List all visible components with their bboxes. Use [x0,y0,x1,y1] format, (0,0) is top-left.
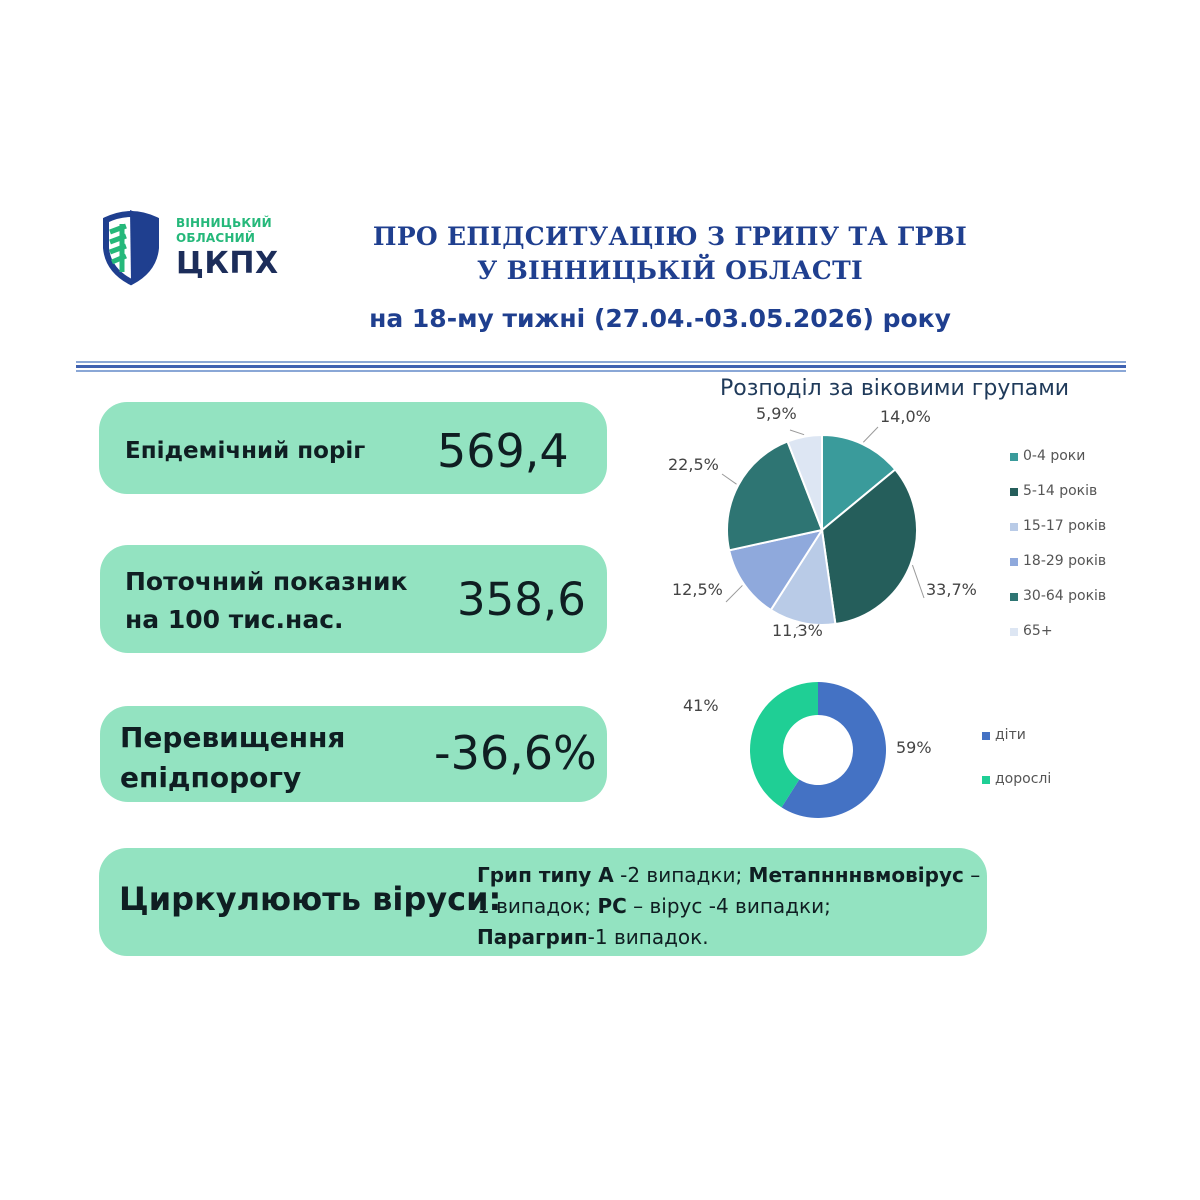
age-pie-legend-swatch-5 [1010,628,1018,636]
current-rate-card: Поточний показник на 100 тис.нас. 358,6 [100,545,607,653]
logo-line-2: ОБЛАСНИЙ [176,231,256,245]
donut-legend-item-0: діти [995,727,1026,743]
age-pie-legend-swatch-0 [1010,453,1018,461]
age-pie-legend-item-1: 5-14 років [1023,483,1098,499]
donut-label-0: 59% [896,738,932,757]
title-line-2: У ВІННИЦЬКІЙ ОБЛАСТІ [476,256,864,285]
virus-metapneumo-count: – 1 випадок; [477,863,981,918]
age-pie-label-0: 14,0% [880,407,931,426]
header-divider [76,361,1126,373]
age-pie-label-1: 33,7% [926,580,977,599]
virus-flu-a-name: Грип типу А [477,863,614,887]
age-pie-slice-3 [728,528,825,612]
current-rate-value: 358,6 [457,573,586,626]
threshold-value: 569,4 [437,424,569,478]
logo-line-1: ВІННИЦЬКИЙ [176,216,272,230]
age-pie-leader-3 [725,585,743,603]
age-pie-label-5: 5,9% [756,404,797,423]
excess-label: Перевищення епідпорогу [120,718,345,798]
virus-flu-a-count: -2 випадки; [613,863,749,887]
virus-rs-name: РС [597,894,627,918]
age-pie-legend-item-3: 18-29 років [1023,553,1107,569]
age-pie-legend-swatch-3 [1010,558,1018,566]
excess-label-line-1: Перевищення [120,721,346,754]
excess-value: -36,6% [434,726,597,780]
shield-logo-icon [103,210,159,286]
virus-metapneumo-name: Метапнннвмовірус [748,863,964,887]
age-pie-label-4: 22,5% [668,455,719,474]
donut-legend-swatch-0 [982,732,990,740]
page-title: ПРО ЕПІДСИТУАЦІЮ З ГРИПУ ТА ГРВІ У ВІННИ… [300,220,1040,288]
viruses-label: Циркулюють віруси: [119,880,502,918]
threshold-excess-card: Перевищення епідпорогу -36,6% [100,706,607,802]
logo-main-text: ЦКПХ [176,246,279,281]
age-pie-slice-0 [821,433,897,533]
virus-parainfluenza-count: -1 випадок. [587,925,709,949]
organization-logo: ВІННИЦЬКИЙ ОБЛАСНИЙ ЦКПХ [96,206,296,290]
virus-rs-count: – вірус -4 випадки; [626,894,831,918]
donut-legend-item-1: дорослі [995,771,1052,787]
age-pie-legend-swatch-4 [1010,593,1018,601]
age-pie-label-3: 12,5% [672,580,723,599]
age-pie-title: Розподіл за віковими групами [720,376,1070,401]
donut-legend-swatch-1 [982,776,990,784]
age-pie-legend-item-2: 15-17 років [1023,518,1107,534]
current-rate-label-line-2: на 100 тис.нас. [125,605,344,634]
age-pie-legend-swatch-1 [1010,488,1018,496]
circulating-viruses-card: Циркулюють віруси: Грип типу А -2 випадк… [99,848,987,956]
age-pie-slice-4 [726,440,824,552]
donut-slice-1 [749,682,818,808]
age-pie-legend-item-4: 30-64 років [1023,588,1107,604]
title-line-1: ПРО ЕПІДСИТУАЦІЮ З ГРИПУ ТА ГРВІ [372,222,968,251]
current-rate-label: Поточний показник на 100 тис.нас. [125,563,408,639]
age-pie-legend-item-0: 0-4 роки [1023,448,1086,464]
excess-label-line-2: епідпорогу [120,761,302,794]
donut-label-1: 41% [683,696,719,715]
age-pie-slice-5 [786,433,823,531]
age-pie-legend-item-5: 65+ [1023,623,1053,639]
age-pie-leader-2 [795,624,802,629]
age-pie-legend-swatch-2 [1010,523,1018,531]
virus-parainfluenza-name: Парагрип [477,925,588,949]
age-pie-leader-1 [911,564,925,599]
age-pie-leader-0 [862,426,879,443]
title-week-subtitle: на 18-му тижні (27.04.-03.05.2026) року [369,304,951,333]
threshold-card: Епідемічний поріг 569,4 [99,402,607,494]
age-pie-slice-1 [820,468,918,626]
threshold-label: Епідемічний поріг [125,438,366,464]
age-pie-slice-2 [769,527,837,626]
age-pie-leader-5 [789,429,805,436]
current-rate-label-line-1: Поточний показник [125,567,408,596]
age-pie-label-2: 11,3% [772,621,823,640]
viruses-list: Грип типу А -2 випадки; Метапнннвмовірус… [477,860,987,953]
donut-slice-0 [781,682,886,818]
age-pie-leader-4 [721,473,737,485]
